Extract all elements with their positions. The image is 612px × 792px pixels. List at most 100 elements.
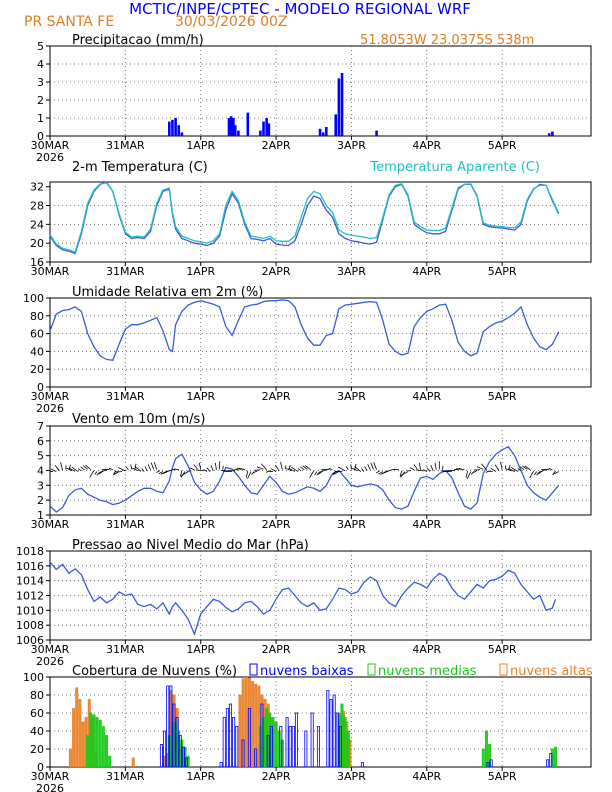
- precip-bar: [171, 119, 174, 136]
- cloud-bar-nuvens-baixas: [316, 726, 320, 767]
- temp-panel: 16 20 24 28 32 30MAR 31MAR 1APR 2APR 3APR 4APR 5APR…: [30, 160, 592, 278]
- press-ytick-label: 1014: [16, 575, 44, 588]
- wind-arrow: [50, 468, 57, 473]
- wind-arrow: [524, 465, 531, 471]
- cloud-bar-nuvens-medias: [258, 726, 262, 767]
- cloud-bar-nuvens-baixas: [310, 712, 314, 767]
- wind-arrow: [378, 471, 384, 475]
- wind-arrow: [54, 465, 60, 472]
- wind-ytick-label: 5: [37, 450, 44, 463]
- humid-ytick-label: 40: [30, 345, 44, 358]
- cloud-bar-nuvens-medias: [180, 739, 184, 767]
- wind-arrow: [153, 461, 158, 470]
- cloud-bar-nuvens-baixas: [172, 703, 176, 767]
- cloud-bar-nuvens-baixas: [332, 694, 336, 767]
- wind-arrow: [173, 468, 179, 471]
- temp-xtick-label: 1APR: [186, 265, 215, 278]
- wind-arrow: [466, 471, 472, 480]
- wind-arrow: [373, 462, 377, 470]
- humid-xtick-label: 30MAR: [31, 390, 70, 403]
- wind-arrow: [150, 462, 154, 470]
- wind-arrow: [423, 469, 428, 472]
- wind-arrow: [214, 462, 217, 470]
- press-xtick-label: 5APR: [488, 643, 517, 656]
- cloud-bar-nuvens-medias: [268, 712, 272, 767]
- wind-arrow: [297, 468, 302, 472]
- cloud-bar-nuvens-medias: [554, 746, 558, 767]
- wind-arrow: [384, 469, 393, 473]
- cloud-xtick-label: 1APR: [186, 770, 215, 783]
- precip-ytick-label: 2: [37, 94, 44, 107]
- precip-bar: [265, 118, 268, 136]
- temp-ytick-label: 28: [30, 200, 44, 213]
- wind-arrow: [181, 471, 189, 477]
- cloud-bar-nuvens-medias: [274, 721, 278, 767]
- wind-arrow: [399, 470, 403, 477]
- wind-arrow: [319, 469, 327, 473]
- cloud-bar-nuvens-baixas: [178, 735, 182, 767]
- wind-arrow: [236, 468, 242, 470]
- precip-xtick-label: 4APR: [412, 139, 441, 152]
- wind-arrow: [476, 466, 484, 470]
- temp-xtick-label: 31MAR: [106, 265, 145, 278]
- precip-ytick-label: 5: [37, 40, 44, 53]
- precip-xtick-label: 5APR: [488, 139, 517, 152]
- wind-arrow: [203, 469, 208, 472]
- humid-ytick-label: 20: [30, 363, 44, 376]
- cloud-bar-nuvens-baixas: [260, 703, 264, 767]
- precip-bar: [233, 125, 237, 136]
- cloud-bar-nuvens-altas: [81, 721, 85, 767]
- temp-legend-apparent: Temperatura Aparente (C): [369, 160, 540, 175]
- wind-arrow: [130, 464, 133, 470]
- humid-xtick-label: 3APR: [337, 390, 366, 403]
- wind-arrow: [68, 467, 76, 472]
- wind-arrow: [354, 466, 362, 472]
- wind-arrow: [302, 465, 308, 470]
- wind-arrow: [94, 471, 98, 475]
- cloud-bar-nuvens-baixas: [232, 717, 236, 767]
- wind-arrow: [490, 467, 497, 472]
- precip-bar: [375, 130, 378, 136]
- wind-arrow: [458, 468, 465, 471]
- cloud-bar-nuvens-medias: [271, 717, 275, 767]
- cloud-xtick-label: 30MAR: [31, 770, 70, 783]
- humid-ytick-label: 80: [30, 310, 44, 323]
- wind-ytick-label: 6: [37, 435, 44, 448]
- cloud-bar-nuvens-baixas: [279, 726, 283, 767]
- wind-arrow: [367, 464, 371, 470]
- wind-arrow: [206, 467, 211, 472]
- precip-title: Precipitacao (mm/h): [72, 33, 204, 48]
- wind-arrow: [280, 461, 283, 470]
- cloud-bar-nuvens-medias: [277, 730, 281, 767]
- figure-title: MCTIC/INPE/CPTEC - MODELO REGIONAL WRF: [129, 0, 471, 18]
- press-ytick-label: 1012: [16, 590, 44, 603]
- wind-arrow: [252, 470, 258, 474]
- wind-arrow: [68, 464, 71, 470]
- cloud-bar-nuvens-altas: [75, 687, 79, 767]
- wind-arrow: [225, 470, 233, 473]
- cloud-legend-label: nuvens baixas: [260, 664, 354, 679]
- temp-xtick-label: 3APR: [337, 265, 366, 278]
- precip-bar: [337, 78, 341, 136]
- wind-arrow: [487, 470, 493, 473]
- wind-xtick-label: 31MAR: [106, 518, 145, 531]
- wind-arrow: [361, 468, 365, 472]
- wind-arrow: [270, 468, 277, 472]
- wind-arrow: [314, 471, 318, 476]
- humid-xtick-label: 31MAR: [106, 390, 145, 403]
- cloud-xtick-label: 2APR: [262, 770, 291, 783]
- cloud-bar-nuvens-altas: [131, 757, 135, 767]
- cloud-bar-nuvens-altas: [251, 681, 255, 767]
- precip-bar: [325, 127, 328, 136]
- cloud-bar-nuvens-baixas: [266, 735, 270, 767]
- location-label: PR SANTA FE: [24, 14, 114, 30]
- press-frame: [49, 550, 592, 641]
- precip-bar: [229, 116, 233, 136]
- cloud-bar-nuvens-altas: [78, 699, 82, 767]
- wind-xtick-label: 1APR: [186, 518, 215, 531]
- precip-bar: [551, 131, 554, 136]
- wind-arrow: [256, 466, 264, 470]
- cloud-ytick-label: 20: [30, 743, 44, 756]
- coordinates-label: 51.8053W 23.0375S 538m: [360, 33, 534, 48]
